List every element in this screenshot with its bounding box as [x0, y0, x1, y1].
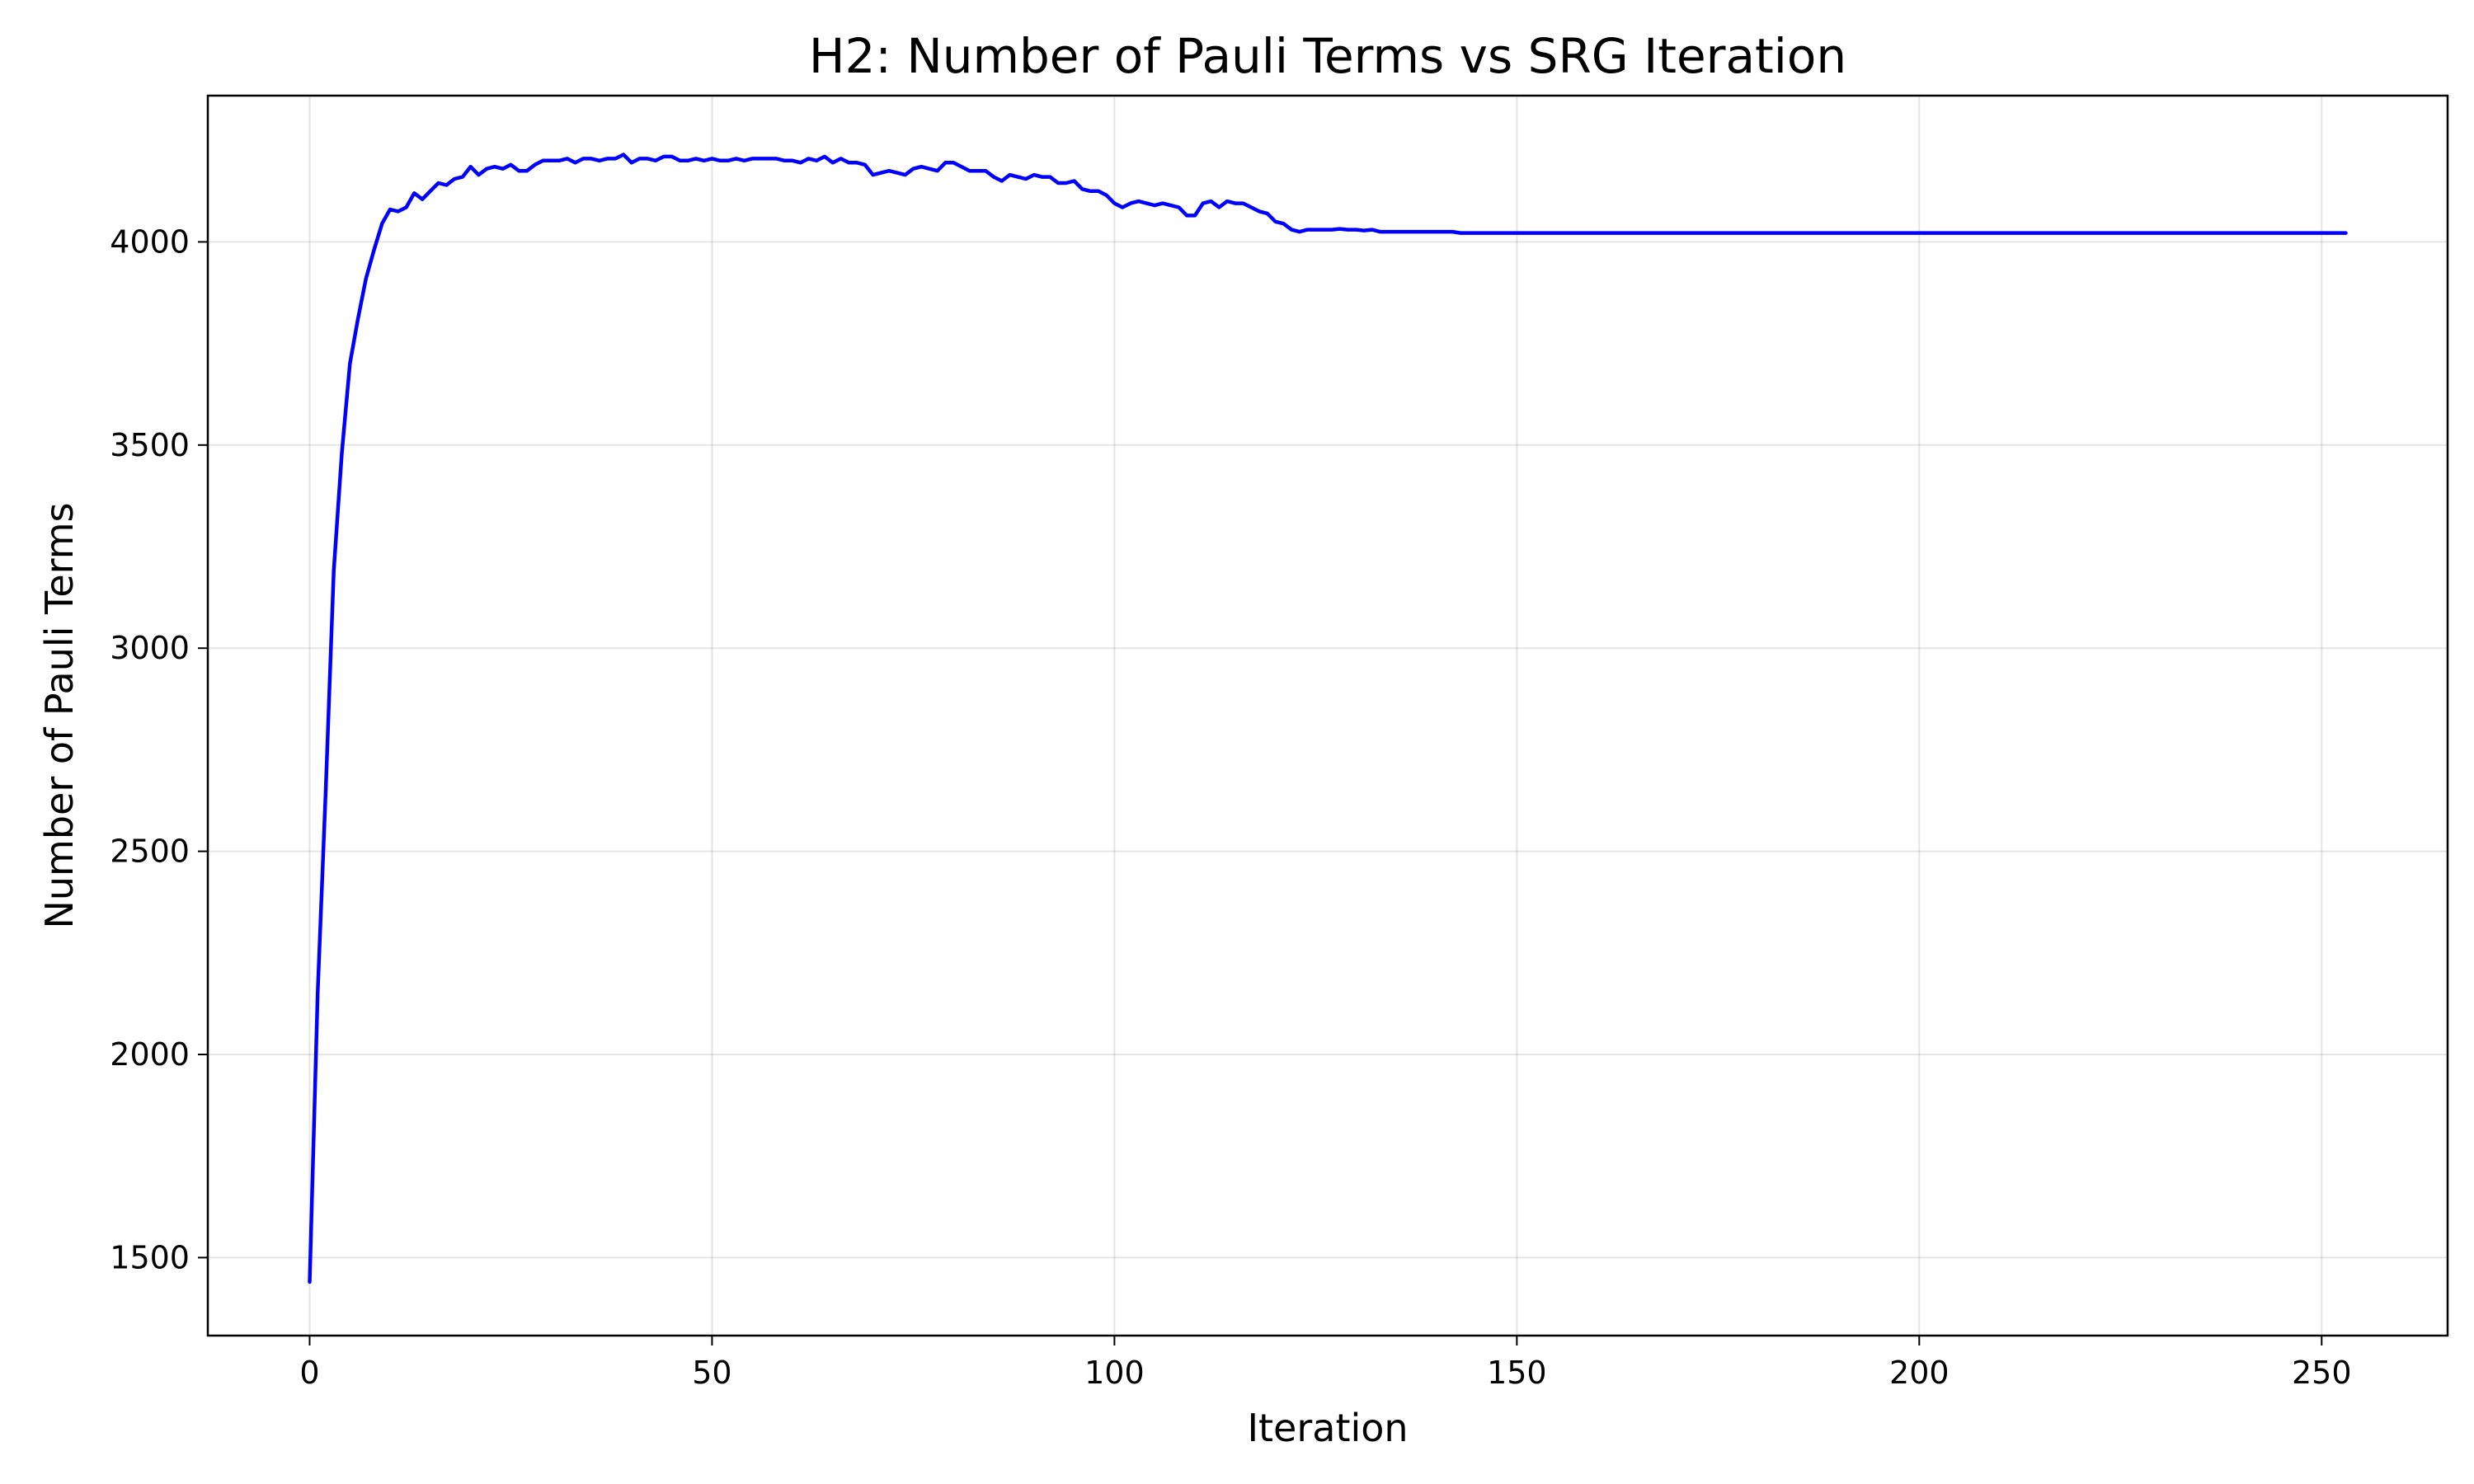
grid [208, 96, 2448, 1336]
plot-area-frame [206, 94, 2449, 1337]
y-tick-label: 3500 [110, 427, 190, 463]
x-tick-label: 50 [692, 1355, 731, 1391]
axis-ticks: 0 50 100 150 200 250 1500 2000 2500 3000 3500 4000 [110, 223, 2351, 1391]
series-line [308, 153, 2348, 1284]
x-tick-label: 100 [1084, 1355, 1145, 1391]
y-tick-label: 2500 [110, 834, 190, 870]
y-axis-label: Number of Pauli Terms [37, 502, 82, 928]
y-tick-label: 1500 [110, 1239, 190, 1275]
y-tick-label: 2000 [110, 1036, 190, 1073]
chart-title: H2: Number of Pauli Terms vs SRG Iterati… [809, 28, 1846, 84]
y-tick-label: 4000 [110, 223, 190, 260]
series-layer [308, 153, 2348, 1284]
x-axis-label: Iteration [1247, 1406, 1408, 1450]
x-tick-label: 200 [1889, 1355, 1950, 1391]
x-tick-label: 0 [299, 1355, 319, 1391]
x-tick-label: 150 [1487, 1355, 1547, 1391]
x-tick-label: 250 [2292, 1355, 2352, 1391]
y-tick-label: 3000 [110, 630, 190, 666]
